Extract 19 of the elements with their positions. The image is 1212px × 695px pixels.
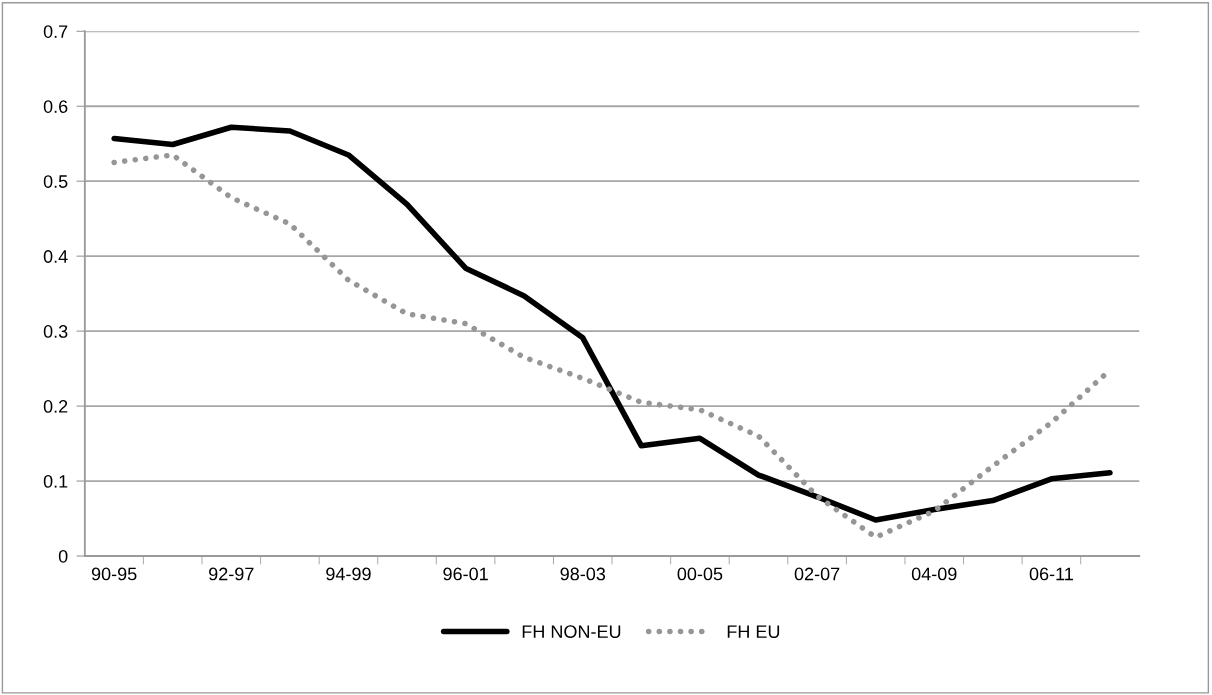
y-tick-label: 0.1: [43, 474, 68, 488]
y-tick-label: 0.7: [43, 25, 68, 38]
x-tick-label: 90-95: [91, 567, 137, 581]
x-tick-label: 04-09: [911, 567, 957, 581]
y-tick-label: 0.5: [43, 175, 68, 188]
x-tick-label: 00-05: [677, 567, 723, 581]
x-tick-label: 06-11: [1029, 567, 1073, 581]
legend-label: FH NON-EU: [522, 625, 621, 638]
y-tick-label: 0.2: [43, 400, 68, 413]
x-tick-label: 98-03: [560, 567, 606, 581]
x-tick-label: 92-97: [209, 567, 254, 581]
legend-label: FH EU: [727, 625, 780, 638]
y-tick-label: 0.4: [43, 250, 68, 263]
x-tick-label: 02-07: [794, 567, 840, 581]
x-tick-label: 96-01: [443, 567, 488, 581]
y-tick-label: 0: [58, 549, 68, 563]
y-tick-label: 0.6: [43, 100, 68, 113]
y-tick-label: 0.3: [43, 325, 68, 338]
x-tick-label: 94-99: [326, 567, 371, 581]
